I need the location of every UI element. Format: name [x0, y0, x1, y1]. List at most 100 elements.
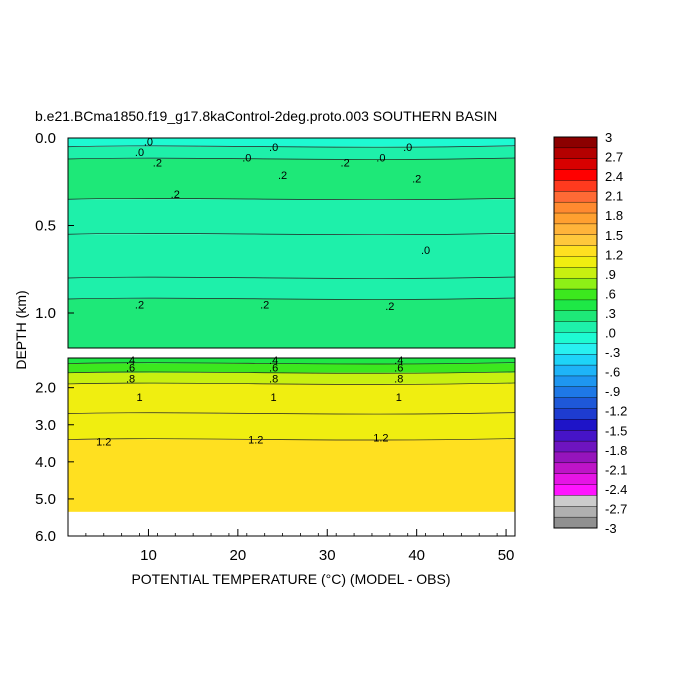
colorbar-label: -.6: [605, 365, 620, 380]
colorbar-swatch: [553, 364, 598, 377]
contour-band: [68, 363, 515, 373]
contour-label: .8: [126, 373, 135, 385]
contour-label: .2: [278, 170, 287, 182]
x-tick-label: 10: [140, 547, 157, 564]
colorbar-swatch: [553, 484, 598, 496]
colorbar-swatch: [553, 397, 598, 410]
contour-band: [68, 146, 515, 159]
contour-label: .2: [153, 158, 162, 170]
colorbar-swatch: [553, 267, 598, 279]
y-tick-label: 0.5: [35, 218, 56, 235]
contour-label: 1: [136, 392, 142, 404]
colorbar-swatch: [553, 495, 598, 507]
contour-label: .0: [242, 152, 251, 164]
colorbar-swatch: [553, 354, 598, 366]
colorbar-swatch: [553, 473, 598, 486]
contour-band: [68, 278, 515, 299]
y-axis-label: DEPTH (km): [13, 290, 29, 369]
no-data-region: [68, 511, 515, 536]
contour-band: [68, 383, 515, 414]
colorbar-label: -2.7: [605, 501, 627, 516]
colorbar: 3 2.7 2.4 2.1 1.8 1.5 1.2 .9 .6 .3 .0 -.3 -.6 -.9 -1.2…: [553, 130, 627, 536]
contour-label: .4: [126, 355, 135, 367]
contour-label: .0: [421, 245, 430, 257]
y-tick-label: 5.0: [35, 491, 56, 508]
colorbar-label: -.9: [605, 384, 620, 399]
contour-line: [67, 297, 516, 300]
contour-band: [68, 299, 515, 348]
colorbar-swatch: [553, 332, 598, 344]
y-tick-label: 1.0: [35, 305, 56, 322]
x-tick-label: 40: [408, 547, 425, 564]
colorbar-swatch: [553, 147, 598, 160]
colorbar-swatch: [553, 516, 598, 529]
contour-line: [67, 382, 516, 385]
x-tick-label: 20: [230, 547, 247, 564]
contour-label: 1: [396, 392, 402, 404]
colorbar-swatch: [553, 256, 598, 268]
colorbar-label: 2.4: [605, 169, 623, 184]
colorbar-swatch: [553, 462, 598, 475]
colorbar-swatch: [553, 169, 598, 181]
contour-line: [67, 276, 516, 279]
lower-panel: .4.6.811.2.4.6.811.2.4.6.811.22.03.04.05…: [35, 355, 516, 564]
contour-band: [68, 234, 515, 278]
contour-line: [67, 145, 516, 148]
colorbar-swatch: [553, 212, 598, 225]
contour-line: [67, 362, 516, 365]
colorbar-swatch: [553, 506, 598, 518]
contour-label: .2: [260, 299, 269, 311]
contour-label: .0: [269, 142, 278, 154]
colorbar-swatch: [553, 440, 598, 453]
colorbar-swatch: [553, 408, 598, 420]
contour-band: [68, 372, 515, 384]
contour-line: [67, 157, 516, 160]
contour-band: [68, 358, 515, 364]
colorbar-label: 1.2: [605, 247, 623, 262]
colorbar-label: -1.5: [605, 423, 627, 438]
contour-label: 1: [271, 392, 277, 404]
colorbar-swatch: [553, 310, 598, 323]
panel-frame: [67, 137, 516, 349]
contour-label: .2: [341, 158, 350, 170]
contour-band: [68, 138, 515, 147]
contour-label: .6: [269, 362, 278, 374]
contour-label: .2: [135, 299, 144, 311]
colorbar-label: -3: [605, 521, 617, 536]
contour-label: .0: [144, 137, 153, 149]
colorbar-swatch: [553, 386, 598, 399]
contour-label: .2: [171, 189, 180, 201]
contour-line: [67, 371, 516, 374]
contour-label: .2: [385, 301, 394, 313]
contour-band: [68, 413, 515, 440]
colorbar-label: .6: [605, 286, 616, 301]
contour-band: [68, 199, 515, 235]
colorbar-swatch: [553, 277, 598, 290]
contour-label: 1.2: [96, 436, 111, 448]
contour-label: 1.2: [248, 435, 263, 447]
contour-label: .0: [403, 142, 412, 154]
contour-label: .0: [135, 147, 144, 159]
contour-label: .2: [412, 173, 421, 185]
colorbar-label: .9: [605, 267, 616, 282]
contour-label: 1.2: [373, 433, 388, 445]
contour-label: .8: [269, 373, 278, 385]
colorbar-swatch: [553, 234, 598, 247]
y-tick-label: 6.0: [35, 528, 56, 545]
contour-label: .0: [376, 152, 385, 164]
colorbar-label: -2.4: [605, 482, 627, 497]
colorbar-label: 1.5: [605, 228, 623, 243]
colorbar-label: .3: [605, 306, 616, 321]
contour-label: .6: [126, 362, 135, 374]
contour-line: [67, 232, 516, 236]
panel-frame: [67, 357, 516, 537]
colorbar-swatch: [553, 136, 598, 149]
contour-line: [67, 438, 516, 441]
chart-title: b.e21.BCma1850.f19_g17.8kaControl-2deg.p…: [35, 108, 497, 124]
y-tick-label: 2.0: [35, 380, 56, 397]
colorbar-label: 3: [605, 130, 612, 145]
colorbar-swatch: [553, 321, 598, 333]
contour-label: .4: [269, 355, 278, 367]
y-tick-label: 0.0: [35, 130, 56, 147]
contour-label: .6: [394, 362, 403, 374]
